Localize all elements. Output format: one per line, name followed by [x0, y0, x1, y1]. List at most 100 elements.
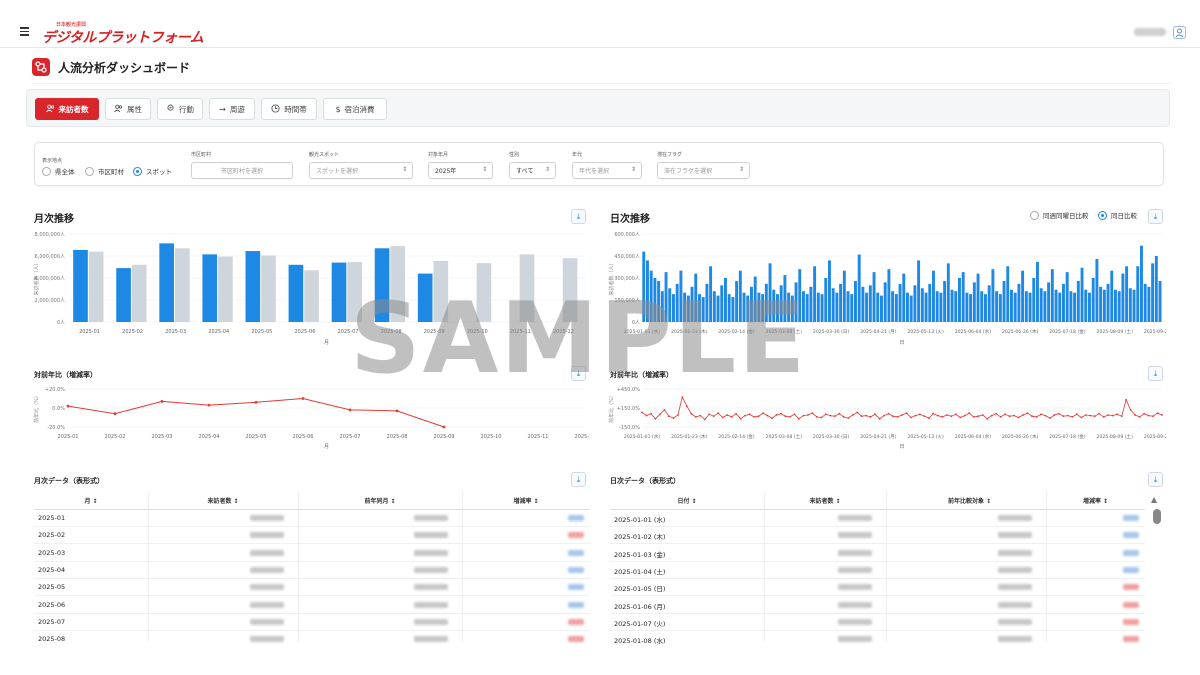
- bar: [1017, 283, 1021, 322]
- table-row[interactable]: 2025-08: [34, 631, 590, 647]
- bar: [965, 292, 969, 322]
- table-row[interactable]: 2025-06: [34, 597, 590, 614]
- municipality-select[interactable]: 市区町村を選択: [191, 162, 293, 179]
- data-point: [1102, 416, 1105, 418]
- data-point: [301, 397, 305, 400]
- table-row[interactable]: 2025-01-03 (金): [610, 545, 1145, 562]
- blurred-rate: [1123, 532, 1139, 539]
- tab-visitors[interactable]: 来訪者数: [35, 98, 99, 120]
- column-divider: [298, 492, 299, 642]
- age-select[interactable]: 年代を選択 ⇕: [572, 162, 642, 179]
- monthly-data-table: 月 ↕ 来訪者数 ↕ 前年同月 ↕ 増減率 ↕ 2025-01 2025-02 2025-0…: [34, 492, 590, 647]
- table-row[interactable]: 2025-01-07 (火): [610, 614, 1145, 631]
- radio-prefecture[interactable]: 県全体: [42, 166, 75, 176]
- y-tick-label: 450,000人: [614, 254, 640, 260]
- column-header[interactable]: 前年比較対象 ↕: [948, 498, 992, 505]
- bar: [831, 288, 835, 322]
- table-row[interactable]: 2025-01-02 (木): [610, 527, 1145, 545]
- bar: [218, 256, 233, 322]
- top-bar: 日本観光振興 デジタルプラットフォーム: [0, 0, 1200, 48]
- column-header[interactable]: 月 ↕: [84, 498, 98, 505]
- compare-same-weekday[interactable]: 同週同曜日比較: [1030, 210, 1089, 220]
- blurred-value: [414, 515, 448, 521]
- radio-label: スポット: [146, 168, 172, 176]
- y-tick-label: +20.0%: [45, 387, 65, 393]
- download-icon[interactable]: ⤓: [571, 472, 586, 487]
- table-row[interactable]: 2025-03: [34, 545, 590, 562]
- hamburger-icon[interactable]: [20, 27, 29, 36]
- column-header[interactable]: 増減率 ↕: [513, 498, 539, 505]
- tab-attributes[interactable]: 属性: [105, 98, 151, 120]
- column-header[interactable]: 来訪者数 ↕: [809, 498, 841, 505]
- tab-time-of-day[interactable]: 時間帯: [261, 98, 317, 120]
- table-row[interactable]: 2025-01-06 (月): [610, 597, 1145, 614]
- download-icon[interactable]: ⤓: [1148, 472, 1163, 487]
- bar: [898, 283, 902, 322]
- bar: [331, 262, 347, 322]
- data-point: [932, 412, 935, 415]
- table-row[interactable]: 2025-01-08 (水): [610, 631, 1145, 647]
- row-label: 2025-01-03 (金): [614, 550, 666, 559]
- column-header[interactable]: 日付 ↕: [677, 498, 697, 505]
- data-point: [663, 409, 666, 411]
- bar: [984, 294, 987, 322]
- data-point: [968, 412, 971, 414]
- download-icon[interactable]: ⤓: [571, 209, 586, 224]
- daily-title: 日次推移: [610, 214, 650, 225]
- table-row[interactable]: 2025-01: [34, 510, 590, 527]
- bar: [686, 295, 690, 322]
- row-label: 2025-01: [38, 514, 66, 522]
- table-row[interactable]: 2025-07: [34, 614, 590, 631]
- data-point: [990, 414, 993, 417]
- table-row[interactable]: 2025-01-04 (土): [610, 562, 1145, 579]
- column-header[interactable]: 前年同月 ↕: [364, 498, 396, 505]
- blurred-value: [838, 532, 872, 539]
- bar: [854, 280, 857, 322]
- data-point: [1143, 412, 1145, 415]
- stay-select[interactable]: 滞在フラグを選択 ⇕: [657, 162, 750, 179]
- column-header[interactable]: 増減率 ↕: [1082, 498, 1109, 505]
- x-tick-label: 2025-01-23 (木): [671, 328, 708, 335]
- data-point: [748, 413, 751, 416]
- bar: [924, 292, 928, 322]
- tab-circuit[interactable]: → 周遊: [209, 98, 255, 120]
- bar: [476, 263, 492, 322]
- data-point: [820, 416, 823, 419]
- compare-same-day[interactable]: 同日比較: [1098, 210, 1137, 220]
- scroll-up-arrow-icon[interactable]: ▲: [1151, 495, 1158, 504]
- sample-watermark: SAMPLE: [350, 282, 808, 396]
- bar: [1147, 286, 1151, 322]
- data-point: [677, 414, 679, 416]
- download-icon[interactable]: ⤓: [571, 366, 586, 381]
- user-icon[interactable]: [1173, 26, 1186, 39]
- gender-select[interactable]: すべて ⇕: [509, 162, 556, 179]
- x-tick-label: 2025-11: [528, 434, 549, 440]
- table-row[interactable]: 2025-05: [34, 579, 590, 597]
- bar: [288, 264, 304, 322]
- column-header[interactable]: 来訪者数 ↕: [207, 498, 239, 505]
- table-row[interactable]: 2025-04: [34, 562, 590, 579]
- tab-behavior[interactable]: 行動: [157, 98, 203, 120]
- spot-select[interactable]: スポットを選択 ⇕: [309, 162, 413, 179]
- year-select[interactable]: 2025年 ⇕: [428, 162, 493, 179]
- tab-lodging-spending[interactable]: $ 宿泊消費: [323, 98, 387, 120]
- radio-municipality[interactable]: 市区町村: [85, 166, 124, 176]
- bar: [894, 294, 898, 322]
- x-tick-label: 2025-06-26 (木): [1002, 328, 1039, 335]
- y-axis-label: 来訪者数（人）: [608, 260, 615, 295]
- scrollbar-thumb[interactable]: [1153, 509, 1161, 524]
- y-tick-label: 0人: [57, 320, 65, 326]
- blurred-rate: [568, 532, 584, 539]
- bar: [880, 295, 883, 322]
- table-row[interactable]: 2025-02: [34, 527, 590, 545]
- data-point: [739, 417, 742, 420]
- download-icon[interactable]: ⤓: [1148, 209, 1163, 224]
- row-label: 2025-03: [38, 548, 66, 557]
- bar: [642, 251, 646, 322]
- bar: [913, 285, 917, 322]
- x-tick-label: 2025-10: [481, 434, 502, 440]
- table-row[interactable]: 2025-01-05 (日): [610, 579, 1145, 597]
- radio-spot[interactable]: スポット: [133, 166, 172, 176]
- table-row[interactable]: 2025-01-01 (水): [610, 510, 1145, 527]
- download-icon[interactable]: ⤓: [1148, 366, 1163, 381]
